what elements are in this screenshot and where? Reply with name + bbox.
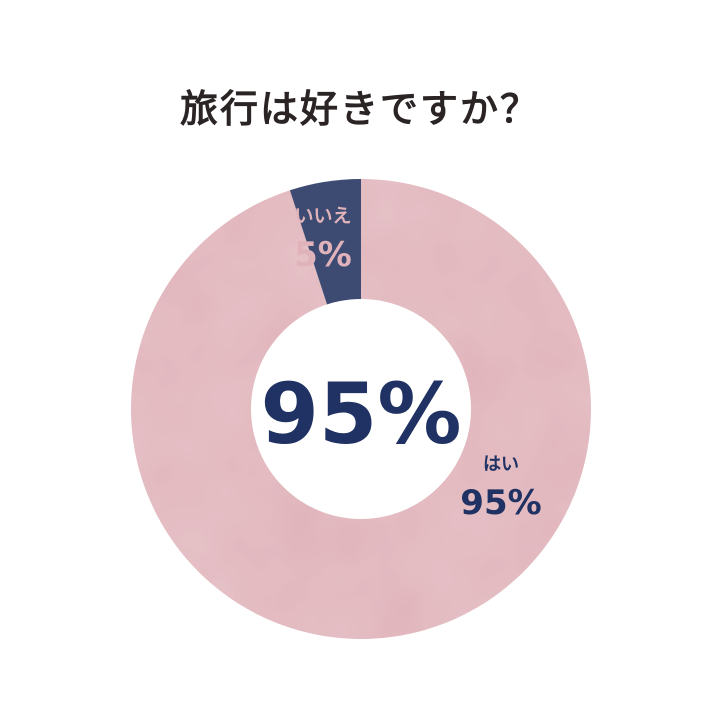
slice-label-yes: はい: [483, 454, 519, 475]
center-percentage: 95%: [260, 365, 461, 463]
slice-value-no: 5%: [294, 235, 352, 275]
donut-hole: [251, 299, 471, 519]
slice-value-yes: 95%: [460, 483, 541, 523]
slice-label-no: いいえ: [294, 205, 351, 227]
chart-title: 旅行は好きですか？: [179, 87, 540, 131]
slice-labels: はい 95% いいえ 5%: [294, 205, 542, 523]
